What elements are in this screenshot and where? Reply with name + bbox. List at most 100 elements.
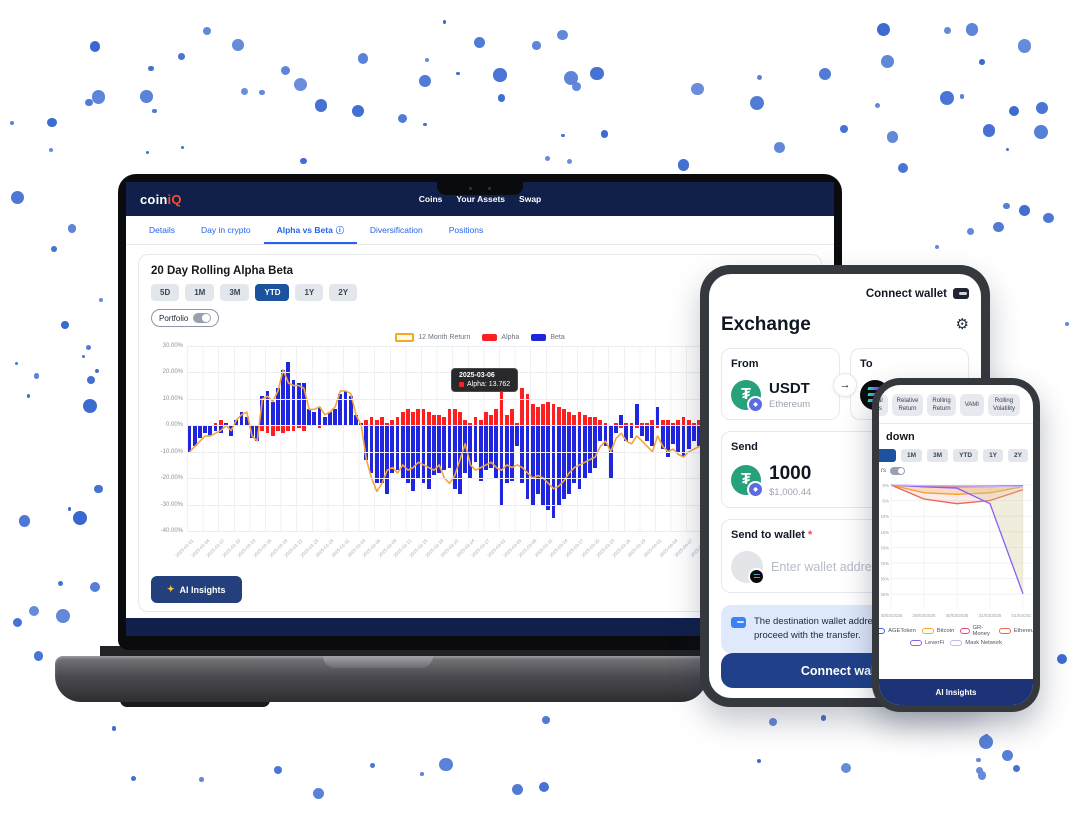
- alpha-bar[interactable]: [400, 412, 405, 426]
- alpha-bar[interactable]: [541, 404, 545, 426]
- beta-bar[interactable]: [629, 425, 634, 439]
- beta-bar[interactable]: [208, 425, 213, 436]
- wallet-icon[interactable]: [953, 288, 969, 300]
- beta-bar[interactable]: [380, 425, 384, 484]
- range-chip-5d[interactable]: 5D: [151, 284, 180, 301]
- phone-tab-vami[interactable]: VAMI: [959, 394, 984, 417]
- range-chip-active-clipped[interactable]: [879, 449, 896, 463]
- beta-bar[interactable]: [395, 425, 400, 471]
- alpha-bar[interactable]: [671, 422, 675, 426]
- alpha-bar[interactable]: [593, 417, 597, 426]
- beta-bar[interactable]: [291, 380, 296, 426]
- alpha-bar[interactable]: [437, 414, 441, 426]
- beta-bar[interactable]: [655, 406, 660, 426]
- beta-bar[interactable]: [442, 425, 447, 471]
- beta-bar[interactable]: [260, 396, 265, 426]
- beta-bar[interactable]: [317, 406, 322, 426]
- beta-bar[interactable]: [603, 425, 608, 447]
- beta-bar[interactable]: [224, 422, 228, 426]
- nav-item-coins[interactable]: Coins: [418, 194, 443, 204]
- alpha-bar[interactable]: [588, 417, 592, 426]
- beta-bar[interactable]: [541, 425, 545, 505]
- alpha-bar[interactable]: [603, 422, 608, 426]
- beta-bar[interactable]: [364, 425, 369, 460]
- beta-bar[interactable]: [348, 396, 353, 426]
- beta-bar[interactable]: [432, 425, 436, 476]
- legend-item-alpha[interactable]: Alpha: [482, 333, 519, 341]
- alpha-bar[interactable]: [634, 425, 639, 428]
- beta-bar[interactable]: [192, 425, 197, 447]
- alpha-bar[interactable]: [489, 414, 493, 426]
- alpha-bar[interactable]: [374, 420, 379, 426]
- portfolio-toggle-pill[interactable]: Portfolio: [151, 309, 220, 327]
- beta-bar[interactable]: [598, 425, 603, 442]
- beta-bar[interactable]: [619, 414, 623, 426]
- swap-direction-button[interactable]: →: [833, 372, 857, 397]
- alpha-bar[interactable]: [499, 390, 504, 426]
- beta-bar[interactable]: [536, 425, 540, 494]
- alpha-bar[interactable]: [629, 422, 634, 426]
- beta-bar[interactable]: [624, 425, 629, 442]
- alpha-bar[interactable]: [515, 422, 519, 426]
- beta-bar[interactable]: [614, 425, 618, 434]
- beta-bar[interactable]: [276, 388, 280, 426]
- nav-item-your-assets[interactable]: Your Assets: [456, 194, 506, 204]
- phone-tab-rolling-return[interactable]: Rolling Return: [927, 394, 956, 417]
- range-chip-2y[interactable]: 2Y: [329, 284, 358, 301]
- alpha-bar[interactable]: [562, 409, 566, 426]
- beta-bar[interactable]: [504, 425, 509, 484]
- alpha-bar[interactable]: [697, 420, 701, 426]
- beta-bar[interactable]: [577, 425, 582, 489]
- phone-range-chip-3m[interactable]: 3M: [927, 449, 949, 463]
- beta-bar[interactable]: [520, 425, 525, 484]
- alpha-bar[interactable]: [650, 420, 655, 426]
- beta-bar[interactable]: [499, 425, 504, 505]
- alpha-bar[interactable]: [692, 422, 696, 426]
- alpha-bar[interactable]: [619, 425, 623, 428]
- wallet-address-input[interactable]: Enter wallet address: [771, 559, 885, 574]
- alpha-bar[interactable]: [369, 417, 374, 426]
- alpha-bar[interactable]: [494, 409, 499, 426]
- tab-positions[interactable]: Positions: [448, 225, 484, 235]
- beta-bar[interactable]: [307, 409, 311, 426]
- alpha-bar[interactable]: [510, 409, 514, 426]
- phone-legend-item-mask-network[interactable]: Mask Network: [950, 640, 1002, 647]
- tab-diversification[interactable]: Diversification: [369, 225, 423, 235]
- beta-bar[interactable]: [447, 425, 452, 468]
- alpha-bar[interactable]: [572, 414, 577, 426]
- alpha-bar[interactable]: [265, 425, 270, 434]
- alpha-bar[interactable]: [395, 417, 400, 426]
- alpha-bar[interactable]: [624, 422, 629, 426]
- alpha-bar[interactable]: [276, 425, 280, 431]
- alpha-bar[interactable]: [380, 417, 384, 426]
- beta-bar[interactable]: [390, 425, 395, 473]
- alpha-bar[interactable]: [260, 425, 265, 431]
- alpha-bar[interactable]: [582, 414, 587, 426]
- alpha-bar[interactable]: [458, 412, 462, 426]
- beta-bar[interactable]: [406, 425, 410, 484]
- alpha-bar[interactable]: [577, 412, 582, 426]
- beta-bar[interactable]: [374, 425, 379, 484]
- beta-bar[interactable]: [525, 425, 530, 500]
- alpha-bar[interactable]: [442, 417, 447, 426]
- alpha-bar[interactable]: [614, 422, 618, 426]
- alpha-bar[interactable]: [447, 409, 452, 426]
- alpha-bar[interactable]: [291, 425, 296, 431]
- alpha-bar[interactable]: [317, 425, 322, 428]
- beta-bar[interactable]: [421, 425, 426, 484]
- beta-bar[interactable]: [338, 393, 343, 426]
- beta-bar[interactable]: [244, 417, 249, 426]
- beta-bar[interactable]: [369, 425, 374, 473]
- phone-legend-item-ethereum[interactable]: Ethereum: [998, 625, 1033, 637]
- beta-bar[interactable]: [650, 425, 655, 447]
- alpha-bar[interactable]: [567, 412, 571, 426]
- legend-item-12-month-return[interactable]: 12 Month Return: [395, 332, 470, 342]
- beta-bar[interactable]: [551, 425, 556, 518]
- beta-bar[interactable]: [515, 425, 519, 447]
- beta-bar[interactable]: [634, 404, 639, 426]
- beta-bar[interactable]: [213, 425, 218, 431]
- alpha-bar[interactable]: [681, 417, 686, 426]
- beta-bar[interactable]: [255, 425, 259, 442]
- legend-item-beta[interactable]: Beta: [531, 333, 565, 341]
- beta-bar[interactable]: [328, 412, 332, 426]
